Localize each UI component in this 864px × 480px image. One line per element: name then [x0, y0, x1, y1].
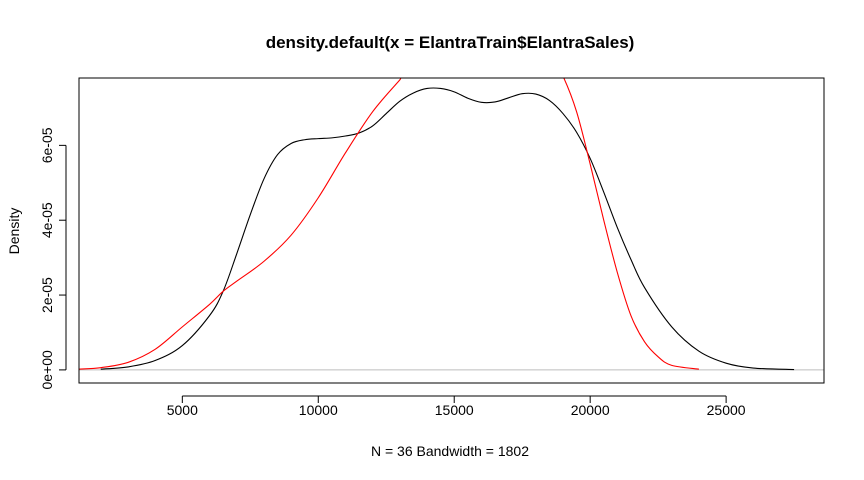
chart-title: density.default(x = ElantraTrain$Elantra… — [266, 33, 635, 52]
y-tick-label: 0e+00 — [39, 350, 55, 390]
y-tick-label: 2e-05 — [39, 277, 55, 313]
x-tick-label: 10000 — [299, 402, 338, 418]
x-tick-label: 20000 — [571, 402, 610, 418]
axes: 5000 10000 15000 20000 25000 0e+00 2e-05 4e-05 6… — [39, 127, 746, 418]
density-curve-line — [100, 87, 795, 371]
y-axis-label: Density — [6, 208, 22, 255]
normal-curve-line — [79, 78, 700, 370]
plot-area — [79, 78, 824, 371]
x-tick-label: 5000 — [167, 402, 198, 418]
y-tick-label: 4e-05 — [39, 202, 55, 238]
y-tick-label: 6e-05 — [39, 127, 55, 163]
x-axis-label: N = 36 Bandwidth = 1802 — [371, 443, 529, 459]
x-tick-label: 15000 — [435, 402, 474, 418]
x-tick-label: 25000 — [707, 402, 746, 418]
plot-frame — [78, 77, 825, 384]
